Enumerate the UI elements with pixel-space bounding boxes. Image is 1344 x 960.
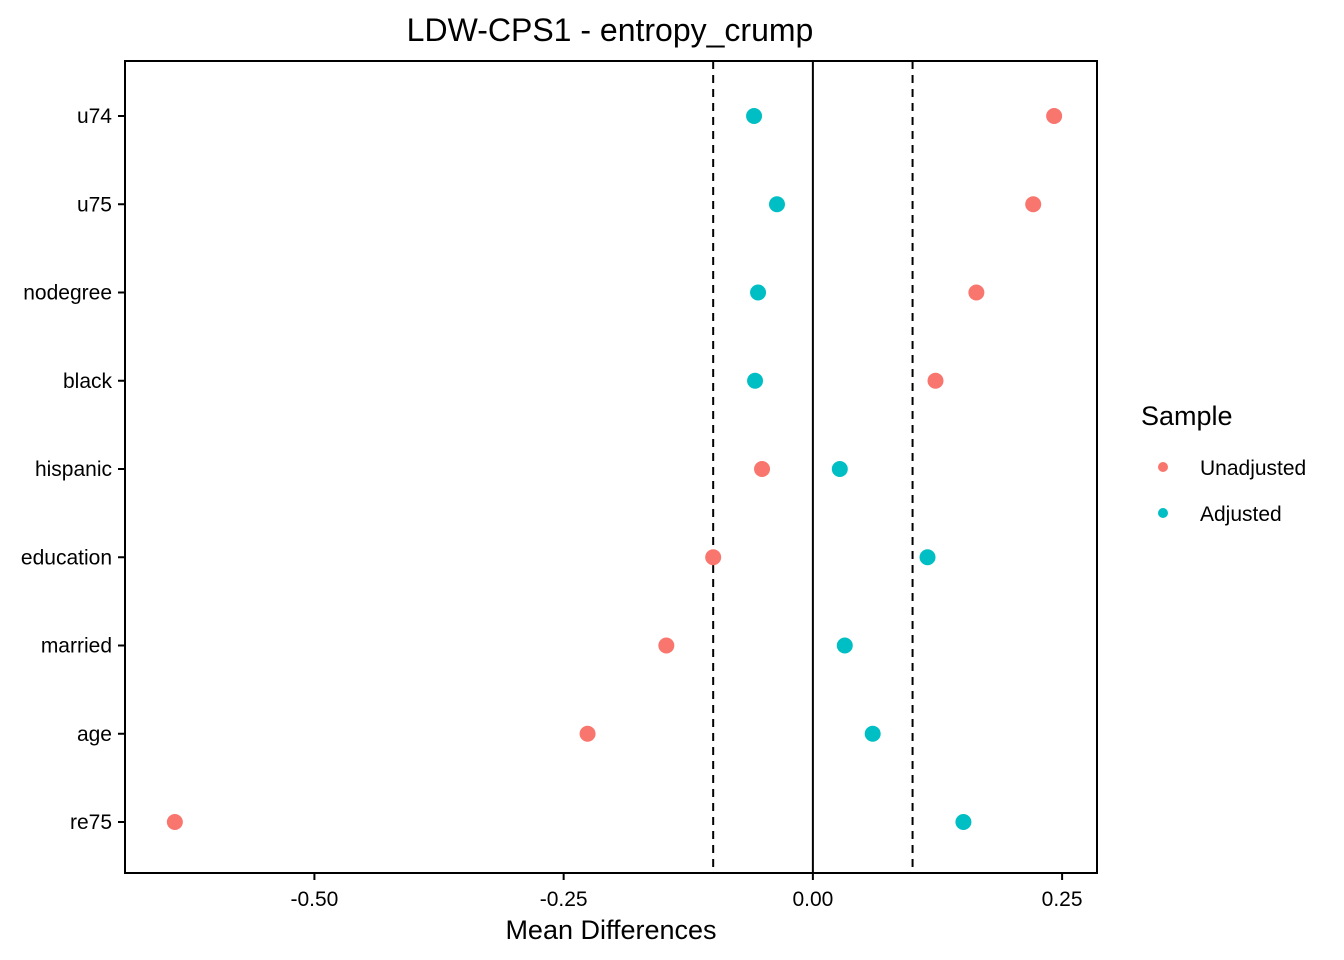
point-adjusted-u74 — [746, 108, 763, 124]
legend-key-adjusted — [1158, 508, 1168, 518]
point-unadjusted-u75 — [1025, 196, 1042, 213]
legend: Sample Unadjusted Adjusted — [1141, 401, 1306, 526]
chart-title: LDW-CPS1 - entropy_crump — [407, 12, 814, 48]
point-unadjusted-nodegree — [968, 284, 985, 301]
y-tick-label-black: black — [63, 370, 113, 393]
point-adjusted-re75 — [955, 814, 972, 830]
legend-key-unadjusted — [1158, 462, 1168, 472]
y-tick-label-nodegree: nodegree — [23, 282, 112, 305]
point-adjusted-age — [864, 725, 881, 742]
point-adjusted-education — [919, 549, 936, 566]
legend-label-adjusted: Adjusted — [1200, 503, 1282, 526]
legend-label-unadjusted: Unadjusted — [1200, 457, 1306, 480]
point-adjusted-married — [836, 637, 853, 654]
point-adjusted-nodegree — [750, 284, 767, 301]
plot-panel — [124, 60, 1098, 874]
y-tick-label-married: married — [41, 635, 112, 658]
data-points — [166, 108, 1063, 830]
point-unadjusted-re75 — [166, 814, 183, 830]
point-unadjusted-hispanic — [754, 461, 771, 477]
point-adjusted-hispanic — [831, 461, 848, 477]
x-tick-label-2: 0.00 — [792, 888, 833, 911]
x-tick-label-3: 0.25 — [1042, 888, 1083, 911]
reference-lines — [712, 61, 914, 873]
y-tick-label-re75: re75 — [70, 811, 112, 834]
point-unadjusted-age — [579, 725, 596, 742]
y-tick-label-u74: u74 — [77, 105, 112, 128]
x-axis: -0.50 -0.25 0.00 0.25 — [290, 873, 1083, 911]
x-tick-label-1: -0.25 — [540, 888, 588, 911]
point-adjusted-u75 — [768, 196, 785, 213]
x-tick-label-0: -0.50 — [290, 888, 338, 911]
y-tick-label-age: age — [77, 723, 112, 746]
point-unadjusted-u74 — [1046, 108, 1063, 124]
legend-title: Sample — [1141, 401, 1233, 431]
y-tick-label-education: education — [21, 546, 112, 569]
x-axis-title: Mean Differences — [505, 915, 716, 945]
point-adjusted-black — [747, 372, 764, 389]
point-unadjusted-education — [705, 549, 722, 566]
y-tick-label-u75: u75 — [77, 193, 112, 216]
point-unadjusted-black — [927, 372, 944, 389]
point-unadjusted-married — [658, 637, 675, 654]
y-tick-label-hispanic: hispanic — [35, 458, 112, 481]
y-axis: u74 u75 nodegree black hispanic education marr… — [21, 105, 125, 834]
